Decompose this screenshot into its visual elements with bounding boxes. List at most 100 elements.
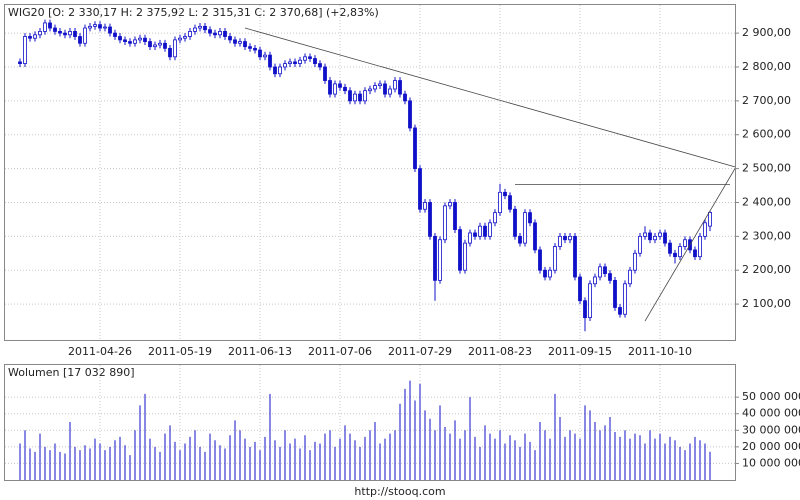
- candle-body: [438, 239, 442, 281]
- y-tick-label: 2 700,00: [742, 94, 791, 107]
- candle-body: [643, 232, 647, 237]
- candle-body: [678, 246, 682, 258]
- candle-body: [468, 232, 472, 244]
- candle-body: [143, 37, 147, 42]
- candle-body: [283, 63, 287, 68]
- candle-body: [193, 27, 197, 32]
- volume-title: Wolumen [17 032 890]: [8, 366, 135, 379]
- x-tick-label: 2011-06-13: [228, 345, 292, 358]
- candle-body: [28, 36, 32, 39]
- candle-body: [363, 90, 367, 102]
- candle-body: [413, 127, 417, 170]
- candle-body: [18, 61, 22, 64]
- candle-body: [608, 273, 612, 281]
- candle-body: [298, 59, 302, 64]
- x-tick-label: 2011-09-15: [548, 345, 612, 358]
- candle-body: [138, 37, 142, 41]
- candle-body: [198, 25, 202, 29]
- candle-body: [483, 225, 487, 237]
- candle-body: [88, 25, 92, 29]
- candle-body: [538, 249, 542, 271]
- x-tick-label: 2011-07-29: [388, 345, 452, 358]
- candle-body: [43, 22, 47, 32]
- candle-body: [383, 83, 387, 95]
- candle-body: [398, 80, 402, 95]
- candle-body: [123, 39, 127, 42]
- candle-body: [118, 36, 122, 41]
- candle-body: [453, 202, 457, 230]
- candle-body: [618, 307, 622, 315]
- candle-body: [103, 26, 107, 29]
- candle-body: [703, 222, 707, 237]
- candle-body: [408, 100, 412, 129]
- candle-body: [318, 63, 322, 68]
- candle-body: [353, 93, 357, 102]
- candle-body: [548, 269, 552, 278]
- candle-body: [348, 90, 352, 102]
- candle-body: [628, 269, 632, 285]
- y-tick-label: 2 300,00: [742, 229, 791, 242]
- candle-body: [203, 25, 207, 31]
- candle-body: [218, 31, 222, 36]
- candle-body: [238, 41, 242, 44]
- candle-body: [478, 225, 482, 237]
- candle-body: [338, 83, 342, 88]
- candle-body: [213, 32, 217, 36]
- price-header: WIG20 [O: 2 330,17 H: 2 375,92 L: 2 315,…: [8, 6, 379, 19]
- candle-body: [128, 41, 132, 44]
- candle-body: [493, 212, 497, 224]
- footer: http://stooq.com: [354, 485, 445, 498]
- candle-body: [463, 242, 467, 271]
- y-tick-label: 30 000 000: [742, 423, 800, 436]
- candle-body: [98, 24, 102, 29]
- candle-body: [418, 168, 422, 210]
- x-tick-label: 2011-04-26: [68, 345, 132, 358]
- candle-body: [158, 42, 162, 46]
- y-tick-label: 2 100,00: [742, 297, 791, 310]
- candle-body: [163, 42, 167, 49]
- candle-body: [553, 246, 557, 271]
- candle-body: [528, 212, 532, 224]
- candle-body: [33, 34, 37, 39]
- candle-body: [653, 235, 657, 241]
- candle-body: [313, 58, 317, 64]
- candle-body: [443, 205, 447, 241]
- candle-body: [263, 54, 267, 58]
- candle-body: [343, 86, 347, 92]
- candle-body: [148, 41, 152, 48]
- candle-body: [583, 300, 587, 319]
- candle-body: [368, 88, 372, 92]
- candle-body: [558, 235, 562, 247]
- candle-body: [698, 235, 702, 258]
- candle-body: [393, 80, 397, 90]
- candle-body: [168, 47, 172, 58]
- candle-body: [613, 279, 617, 308]
- candle-body: [568, 235, 572, 241]
- candle-body: [93, 24, 97, 27]
- candle-body: [533, 222, 537, 251]
- candle-body: [63, 32, 67, 36]
- candle-body: [268, 54, 272, 68]
- candle-body: [593, 276, 597, 285]
- candle-body: [658, 232, 662, 237]
- candle-body: [293, 61, 297, 64]
- candle-body: [633, 252, 637, 271]
- candle-body: [523, 212, 527, 244]
- candle-body: [663, 232, 667, 244]
- candle-body: [673, 252, 677, 258]
- y-tick-label: 20 000 000: [742, 440, 800, 453]
- candle-body: [78, 36, 82, 44]
- candle-body: [603, 266, 607, 275]
- candle-body: [578, 276, 582, 302]
- trend-line: [644, 168, 736, 322]
- candle-body: [423, 202, 427, 210]
- candle-body: [58, 31, 62, 34]
- candle-body: [208, 29, 212, 34]
- candle-body: [513, 208, 517, 237]
- candle-body: [53, 27, 57, 32]
- candle-body: [498, 191, 502, 214]
- candle-body: [223, 31, 227, 37]
- candle-body: [48, 22, 52, 29]
- candle-body: [693, 249, 697, 258]
